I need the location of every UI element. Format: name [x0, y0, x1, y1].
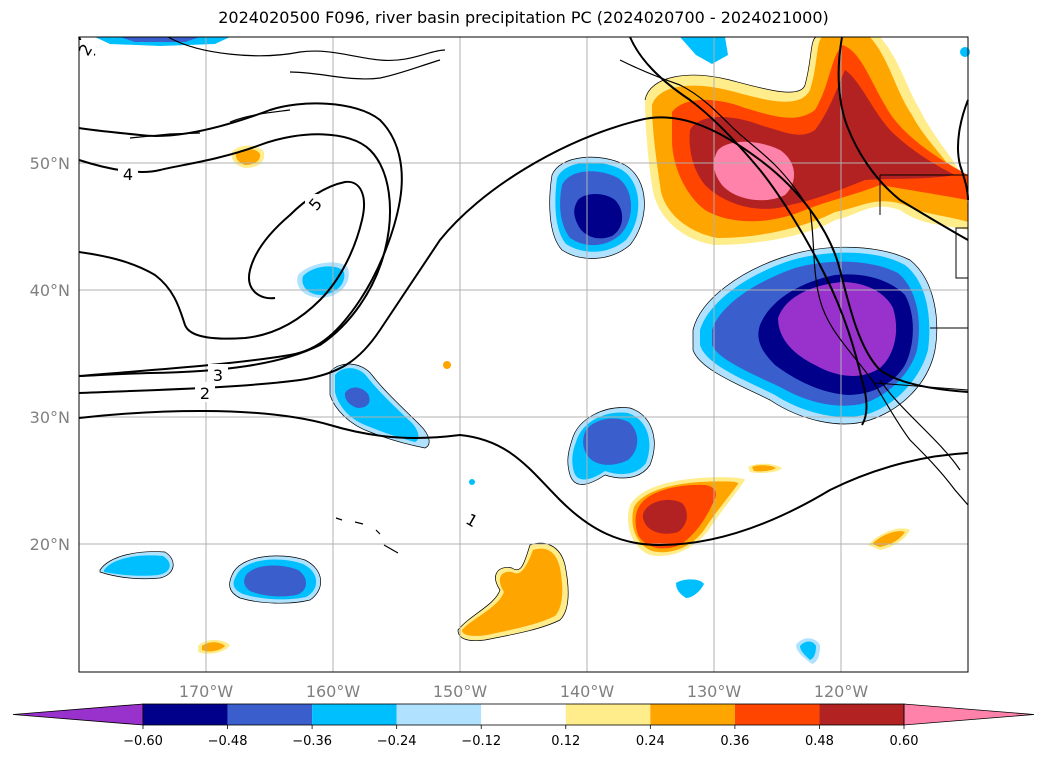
colorbar-bin	[227, 704, 313, 725]
contour-label-4: 4	[123, 165, 133, 184]
contour-label-2: 2	[200, 384, 210, 403]
lat-tick-label: 20°N	[30, 535, 70, 554]
contour-label-3: 3	[213, 366, 223, 385]
longitude-tick-labels: 170°W 160°W 150°W 140°W 130°W 120°W	[179, 682, 869, 701]
colorbar-bin	[734, 704, 820, 725]
map-title: 2024020500 F096, river basin precipitati…	[218, 8, 829, 27]
map-frame	[78, 36, 969, 673]
colorbar-tick-label: −0.24	[377, 734, 417, 749]
lon-tick-label: 120°W	[814, 682, 869, 701]
anomaly-fills	[95, 37, 970, 664]
colorbar-tick-label: 0.48	[805, 734, 834, 749]
lon-tick-label: 170°W	[179, 682, 234, 701]
lat-tick-label: 40°N	[30, 281, 70, 300]
colorbar-tick-label: −0.48	[208, 734, 248, 749]
anomaly-outlines	[99, 36, 938, 642]
colorbar-bin	[650, 704, 735, 725]
latitude-tick-labels: 20°N 30°N 40°N 50°N	[30, 154, 70, 554]
colorbar-bin	[565, 704, 651, 725]
colorbar-tick-label: 0.12	[551, 734, 580, 749]
lat-tick-label: 50°N	[30, 154, 70, 173]
contour-labels: 1 2 3 4 5 2	[75, 40, 482, 531]
colorbar-tick-label: −0.12	[461, 734, 501, 749]
colorbar: −0.60 −0.48 −0.36 −0.24 −0.12 0.12 0.24 0.36 0.4…	[12, 703, 1035, 749]
colorbar-tick-label: 0.24	[636, 734, 665, 749]
lon-tick-label: 130°W	[687, 682, 742, 701]
colorbar-bin	[396, 704, 482, 725]
colorbar-bin	[481, 704, 566, 725]
colorbar-extend-min	[12, 703, 144, 726]
colorbar-bin	[143, 704, 228, 725]
colorbar-bin	[819, 704, 904, 725]
gridlines	[79, 37, 968, 672]
coastlines	[129, 36, 969, 554]
colorbar-outline	[142, 703, 905, 726]
lon-tick-label: 160°W	[306, 682, 361, 701]
contour-lines	[78, 36, 969, 547]
colorbar-bin	[312, 704, 397, 725]
colorbar-tick-label: −0.36	[292, 734, 332, 749]
colorbar-tick-label: −0.60	[123, 734, 163, 749]
lon-tick-label: 140°W	[560, 682, 615, 701]
colorbar-tick-label: 0.36	[720, 734, 749, 749]
lon-tick-label: 150°W	[433, 682, 488, 701]
colorbar-tick-label: 0.60	[890, 734, 919, 749]
lat-tick-label: 30°N	[30, 408, 70, 427]
colorbar-extend-max	[903, 703, 1035, 726]
